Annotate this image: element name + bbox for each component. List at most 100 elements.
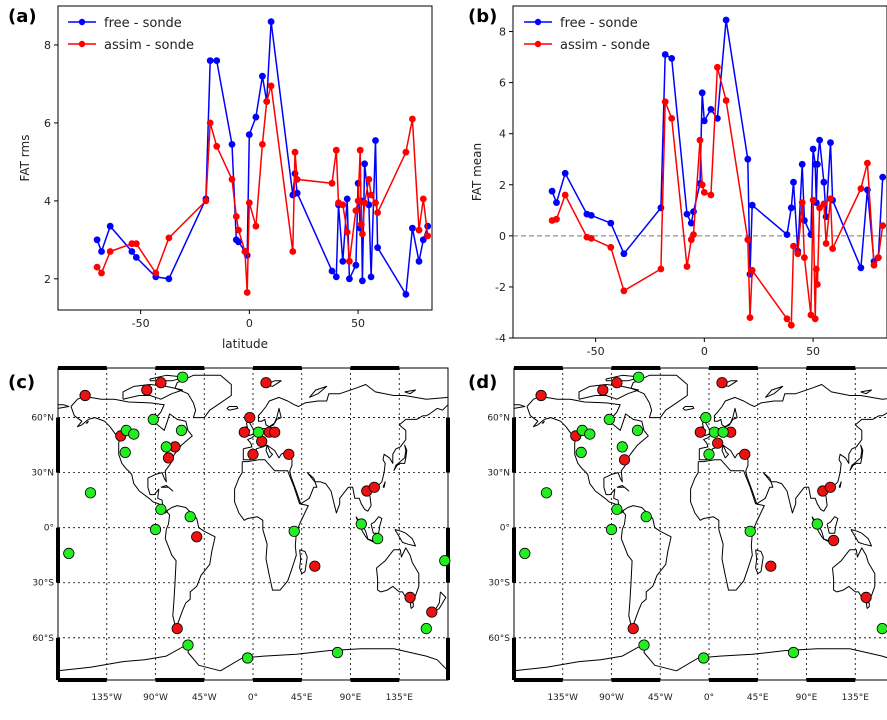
legend-label-assim-a: assim - sonde xyxy=(104,38,194,53)
data-point xyxy=(328,267,336,275)
stations-d xyxy=(519,371,887,664)
data-point xyxy=(213,57,221,64)
map-ticks-d: 135°W 90°W 45°W 0° 45°E 90°E 135°E 60°N 30°N 0° 30… xyxy=(487,414,869,703)
station-marker-green xyxy=(638,639,650,651)
frame-bar xyxy=(58,366,107,370)
data-point xyxy=(343,228,351,236)
x-tick-label-a: 0 xyxy=(246,317,253,330)
y-tick-label-a: 2 xyxy=(44,273,51,286)
data-point xyxy=(415,226,423,234)
lon-tick-label: 90°E xyxy=(340,693,362,703)
coastline xyxy=(149,374,187,382)
data-point xyxy=(814,160,821,168)
data-point xyxy=(106,248,114,255)
data-point xyxy=(293,176,301,183)
data-point xyxy=(820,200,828,208)
station-marker-green xyxy=(355,518,367,530)
data-point xyxy=(722,16,730,24)
data-point xyxy=(252,113,260,121)
data-point xyxy=(829,245,836,253)
coastline xyxy=(860,389,872,395)
data-point xyxy=(374,209,381,217)
data-point xyxy=(744,236,752,244)
data-point xyxy=(587,212,595,219)
lon-tick-label: 135°W xyxy=(547,693,578,703)
lon-tick-label: 135°W xyxy=(91,693,122,703)
data-point xyxy=(332,273,340,281)
x-tick-label-b: 0 xyxy=(701,345,708,358)
data-point xyxy=(202,197,210,205)
data-point xyxy=(698,181,706,189)
coastline xyxy=(838,481,842,488)
data-point xyxy=(415,257,423,265)
station-marker-green xyxy=(717,426,729,438)
legend-marker-free-b xyxy=(534,18,542,26)
y-tick-label-a: 4 xyxy=(44,195,51,208)
y-tick-label-a: 8 xyxy=(44,39,51,52)
station-marker-green xyxy=(703,448,715,460)
station-marker-green xyxy=(252,426,264,438)
data-point xyxy=(206,57,214,64)
coastline xyxy=(376,547,420,600)
station-marker-red xyxy=(627,622,639,635)
data-point xyxy=(548,187,556,195)
data-point xyxy=(245,131,253,139)
lon-tick-label: 90°E xyxy=(796,693,818,703)
station-marker-red xyxy=(404,591,416,604)
frame-bar xyxy=(611,678,661,682)
frame-bar xyxy=(512,637,516,680)
data-point xyxy=(361,199,368,207)
data-point xyxy=(787,204,795,212)
coastline xyxy=(433,591,447,613)
frame-bar xyxy=(446,527,450,583)
map-ticks-c: 135°W 90°W 45°W 0° 45°E 90°E 135°E 60°N 30°N 0° 30… xyxy=(31,414,413,703)
series-assim-a xyxy=(93,82,432,296)
data-point xyxy=(857,185,865,193)
frame-bar xyxy=(56,637,60,680)
coastline xyxy=(299,549,308,575)
station-marker-green xyxy=(331,646,344,659)
stations-c xyxy=(63,371,451,664)
frame-bar xyxy=(56,417,60,473)
station-marker-green xyxy=(640,511,652,523)
coastline xyxy=(698,384,887,514)
x-tick-label-a: -50 xyxy=(132,317,150,330)
frame-bar xyxy=(514,366,563,370)
y-tick-label-b: -4 xyxy=(495,332,506,345)
station-marker-green xyxy=(787,646,800,659)
legend-b: free - sonde assim - sonde xyxy=(524,16,650,53)
station-marker-green xyxy=(175,424,188,436)
data-point xyxy=(687,219,695,227)
series-group-b xyxy=(548,16,887,329)
data-point xyxy=(352,207,360,215)
data-point xyxy=(361,160,368,168)
coastline xyxy=(578,384,640,400)
data-point xyxy=(365,176,373,183)
legend-marker-assim-b xyxy=(534,40,542,48)
coastline xyxy=(690,459,765,591)
data-point xyxy=(289,248,297,255)
station-map-c: 135°W 90°W 45°W 0° 45°E 90°E 135°E 60°N 30°N 0° 30… xyxy=(31,366,451,703)
data-point xyxy=(291,148,299,156)
station-marker-red xyxy=(79,389,91,402)
legend-label-free-b: free - sonde xyxy=(560,16,638,31)
data-point xyxy=(346,275,353,283)
station-marker-red xyxy=(238,426,250,438)
station-marker-green xyxy=(540,487,553,499)
station-marker-green xyxy=(575,446,587,458)
frame-bar xyxy=(512,527,516,583)
coastline xyxy=(849,444,864,472)
data-point xyxy=(661,51,669,58)
data-point xyxy=(339,201,347,209)
y-axis-label-a: FAT rms xyxy=(18,135,32,182)
data-point xyxy=(690,231,697,239)
data-point xyxy=(561,169,569,177)
data-point xyxy=(787,321,795,329)
coastline xyxy=(226,406,239,411)
station-marker-green xyxy=(119,446,131,458)
data-point xyxy=(424,232,432,240)
station-marker-red xyxy=(283,448,295,460)
station-marker-green xyxy=(603,413,615,425)
series-line xyxy=(96,85,429,293)
station-marker-green xyxy=(371,533,384,545)
